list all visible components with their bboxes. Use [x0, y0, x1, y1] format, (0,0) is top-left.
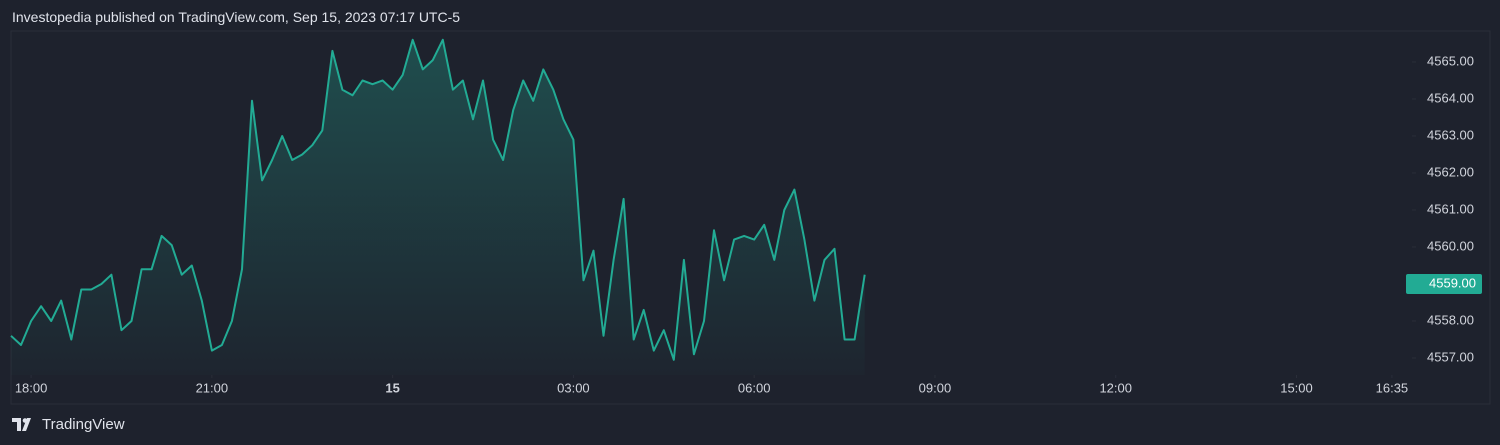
- y-tick-label: 4565.00: [1427, 53, 1474, 68]
- footer: TradingView: [12, 416, 125, 433]
- x-tick-label: 15: [385, 380, 399, 395]
- chart-frame: [10, 30, 1491, 405]
- last-price-label: 4559.00: [1429, 275, 1476, 290]
- y-tick-label: 4558.00: [1427, 312, 1474, 327]
- x-tick-label: 03:00: [557, 380, 590, 395]
- y-tick-label: 4564.00: [1427, 90, 1474, 105]
- x-tick-label: 21:00: [196, 380, 229, 395]
- y-tick-label: 4563.00: [1427, 127, 1474, 142]
- y-tick-label: 4562.00: [1427, 164, 1474, 179]
- x-tick-label: 15:00: [1280, 380, 1313, 395]
- x-tick-label: 09:00: [919, 380, 952, 395]
- x-tick-label: 16:35: [1376, 380, 1409, 395]
- header-title: Investopedia published on TradingView.co…: [12, 9, 461, 25]
- x-tick-label: 12:00: [1099, 380, 1132, 395]
- y-tick-label: 4557.00: [1427, 349, 1474, 364]
- brand: TradingView: [42, 416, 125, 433]
- x-tick-label: 06:00: [738, 380, 771, 395]
- logo: [12, 417, 31, 431]
- y-tick-label: 4560.00: [1427, 238, 1474, 253]
- y-tick-label: 4561.00: [1427, 201, 1474, 216]
- last-price-box: [1406, 273, 1482, 294]
- x-tick-label: 18:00: [15, 380, 48, 395]
- area-fill: [11, 39, 865, 376]
- price-line: [10, 38, 866, 361]
